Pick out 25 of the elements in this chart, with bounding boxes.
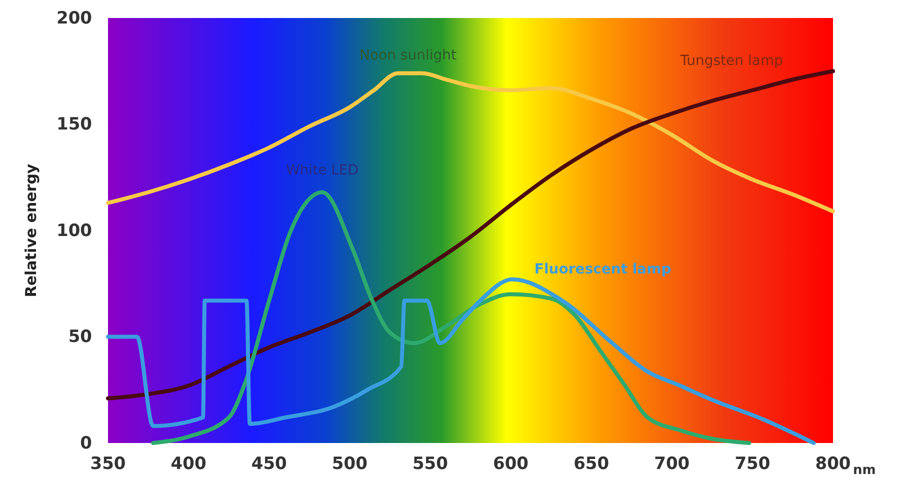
y-tick-label: 0 (80, 433, 92, 454)
y-axis-title: Relative energy (22, 164, 40, 298)
series-label: White LED (286, 162, 359, 178)
series-label: Noon sunlight (360, 47, 458, 64)
x-tick-label: 800 (815, 454, 851, 474)
y-tick-label: 100 (56, 220, 92, 241)
x-tick-label: 600 (493, 454, 529, 474)
x-tick-label: 550 (412, 454, 448, 474)
series-label: Tungsten lamp (679, 53, 784, 70)
x-tick-label: 450 (251, 454, 288, 474)
line-series (151, 190, 752, 445)
y-tick-label: 150 (56, 114, 92, 135)
series-label: Fluorescent lamp (534, 261, 672, 278)
line-series (106, 69, 835, 400)
x-tick-label: 650 (574, 454, 610, 474)
x-tick-label: 750 (734, 454, 770, 474)
y-tick-label: 200 (56, 8, 92, 28)
x-tick-label: 700 (654, 454, 690, 474)
x-tick-label: 400 (170, 454, 206, 474)
y-tick-label: 50 (68, 327, 92, 348)
line-series (106, 277, 816, 445)
x-tick-label: 500 (332, 454, 368, 474)
x-axis-title: nm (853, 463, 876, 478)
line-series (106, 71, 835, 214)
x-tick-label: 350 (90, 454, 126, 474)
